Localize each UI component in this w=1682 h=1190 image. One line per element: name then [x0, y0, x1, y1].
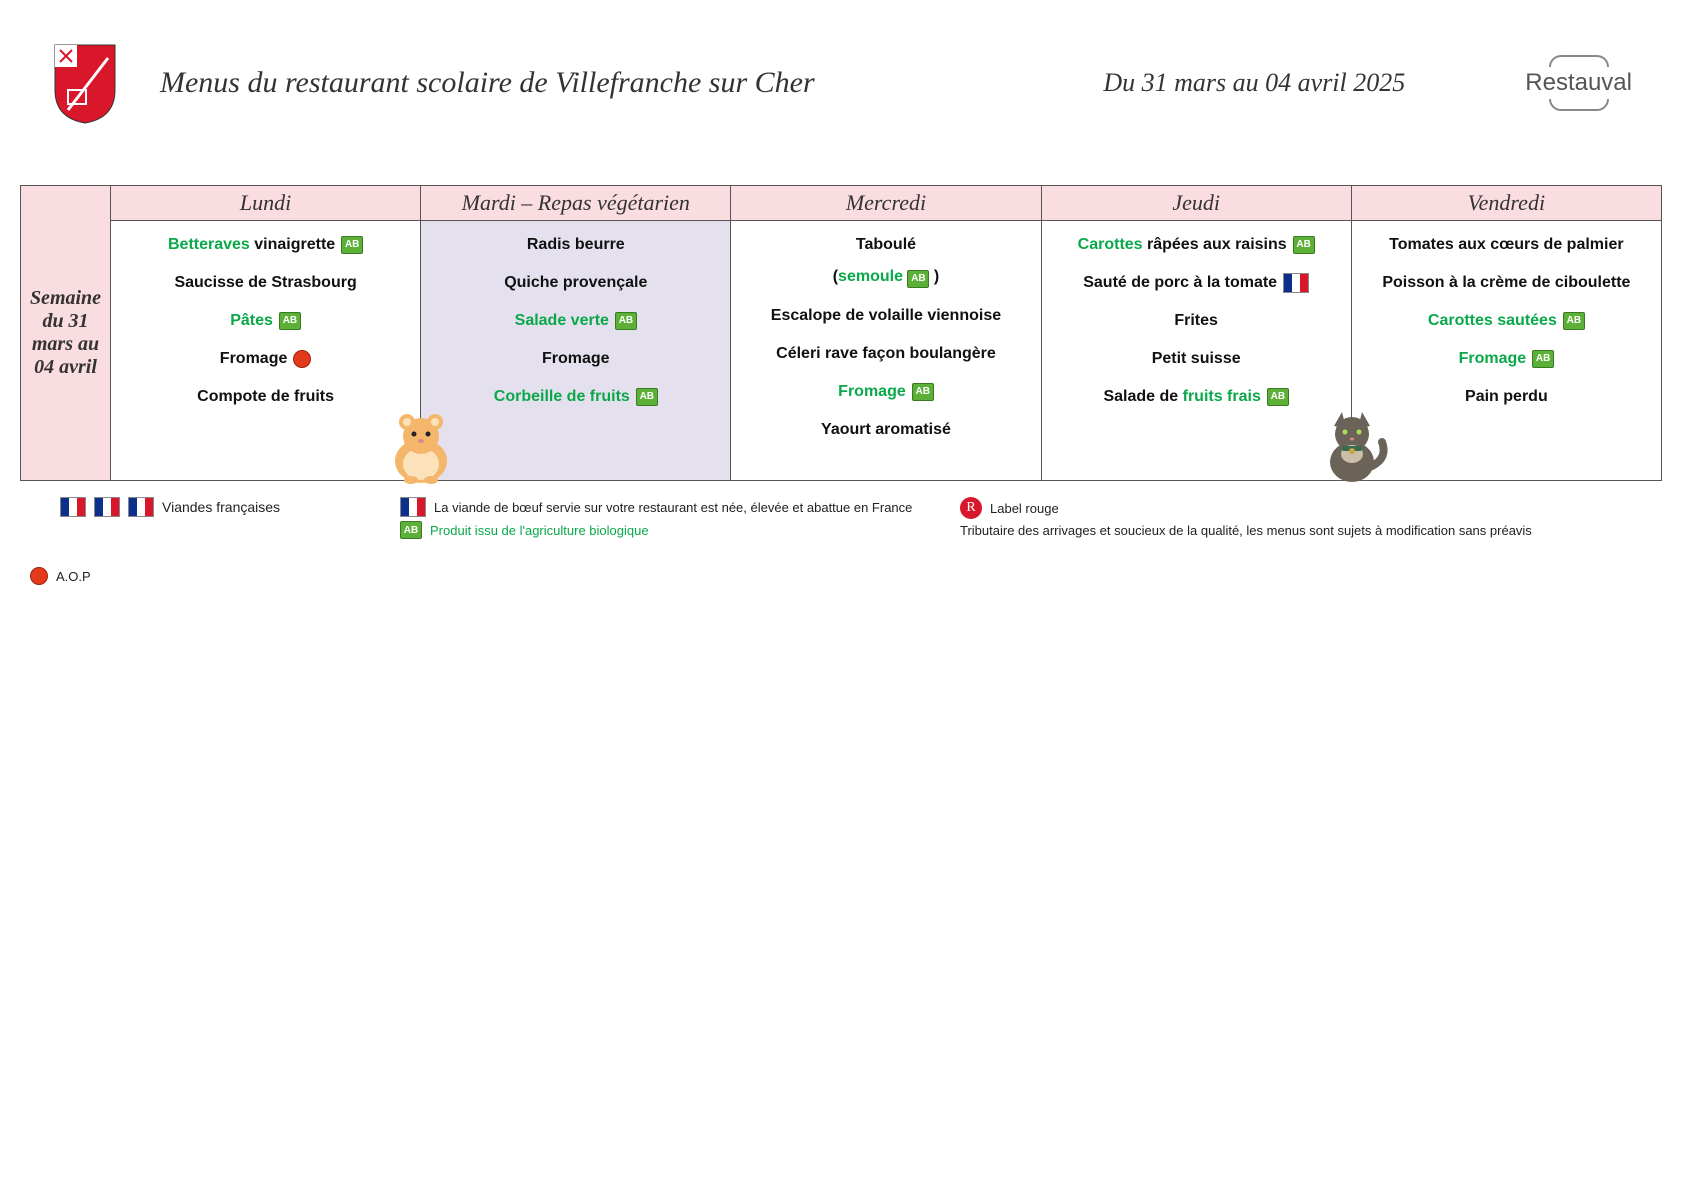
legend-aop-text: A.O.P — [56, 569, 91, 584]
day-head-jeudi: Jeudi — [1041, 186, 1351, 221]
menu-item: Escalope de volaille viennoise — [739, 306, 1032, 326]
menu-item: Céleri rave façon boulangère — [739, 344, 1032, 364]
header: Menus du restaurant scolaire de Villefra… — [20, 40, 1662, 185]
legend-beef: La viande de bœuf servie sur votre resta… — [400, 497, 920, 517]
france-icon — [94, 497, 120, 517]
menu-item: Carottes sautéesAB — [1360, 311, 1653, 331]
ab-icon: AB — [400, 521, 422, 539]
legend-bio-text: Produit issu de l'agriculture biologique — [430, 523, 649, 538]
aop-icon — [30, 567, 48, 585]
menu-item: Sauté de porc à la tomate — [1050, 273, 1343, 293]
menu-item: Corbeille de fruitsAB — [429, 387, 722, 407]
day-head-mardi: Mardi – Repas végétarien — [421, 186, 731, 221]
brand-logo: Restauval — [1525, 55, 1632, 111]
menu-item: Frites — [1050, 311, 1343, 331]
page: Menus du restaurant scolaire de Villefra… — [0, 0, 1682, 629]
ab-icon: AB — [1563, 312, 1585, 330]
week-label: Semaine du 31 mars au 04 avril — [21, 186, 111, 481]
cell-vendredi: Tomates aux cœurs de palmier Poisson à la… — [1351, 221, 1661, 481]
cat-icon — [1312, 406, 1392, 486]
france-icon — [60, 497, 86, 517]
menu-item: Poisson à la crème de ciboulette — [1360, 273, 1653, 293]
menu-item: Tomates aux cœurs de palmier — [1360, 235, 1653, 255]
date-range: Du 31 mars au 04 avril 2025 — [1103, 68, 1405, 98]
legend-col-2: La viande de bœuf servie sur votre resta… — [400, 493, 920, 543]
ab-icon: AB — [1293, 236, 1315, 254]
legend-disclaimer: Tributaire des arrivages et soucieux de … — [960, 523, 1622, 538]
cell-mardi: Radis beurre Quiche provençale Salade vert… — [421, 221, 731, 481]
cell-jeudi: Carottes râpées aux raisinsAB Sauté de po… — [1041, 221, 1351, 481]
france-icon — [1283, 273, 1309, 293]
menu-item: Yaourt aromatisé — [739, 420, 1032, 440]
day-head-lundi: Lundi — [111, 186, 421, 221]
legend-disclaimer-text: Tributaire des arrivages et soucieux de … — [960, 523, 1532, 538]
table-body-row: Betteraves vinaigretteAB Saucisse de Stra… — [21, 221, 1662, 481]
ab-icon: AB — [912, 383, 934, 401]
legend: Viandes françaises La viande de bœuf ser… — [20, 493, 1662, 543]
menu-item: Pain perdu — [1360, 387, 1653, 407]
menu-item: Quiche provençale — [429, 273, 722, 293]
ab-icon: AB — [907, 270, 929, 288]
legend-aop: A.O.P — [20, 563, 1662, 589]
table-header-row: Semaine du 31 mars au 04 avril Lundi Mar… — [21, 186, 1662, 221]
aop-icon — [293, 350, 311, 368]
menu-item: Carottes râpées aux raisinsAB — [1050, 235, 1343, 255]
day-head-vendredi: Vendredi — [1351, 186, 1661, 221]
legend-col-3: R Label rouge Tributaire des arrivages e… — [960, 493, 1622, 543]
menu-item: Salade verteAB — [429, 311, 722, 331]
ab-icon: AB — [615, 312, 637, 330]
legend-viandes: Viandes françaises — [60, 497, 360, 517]
menu-item: Petit suisse — [1050, 349, 1343, 369]
hamster-icon — [381, 406, 461, 486]
label-rouge-icon: R — [960, 497, 982, 519]
page-title: Menus du restaurant scolaire de Villefra… — [160, 66, 1063, 100]
crest-icon — [50, 40, 120, 125]
cell-mercredi: Taboulé(semoule AB ) Escalope de volaille… — [731, 221, 1041, 481]
ab-icon: AB — [1532, 350, 1554, 368]
ab-icon: AB — [1267, 388, 1289, 406]
menu-item: FromageAB — [739, 382, 1032, 402]
legend-viandes-text: Viandes françaises — [162, 499, 280, 515]
menu-item: Taboulé(semoule AB ) — [739, 235, 1032, 288]
day-head-mercredi: Mercredi — [731, 186, 1041, 221]
legend-beef-text: La viande de bœuf servie sur votre resta… — [434, 500, 912, 515]
legend-lr-text: Label rouge — [990, 501, 1059, 516]
menu-item: Compote de fruits — [119, 387, 412, 407]
menu-item: FromageAB — [1360, 349, 1653, 369]
menu-item: Saucisse de Strasbourg — [119, 273, 412, 293]
menu-item: Betteraves vinaigretteAB — [119, 235, 412, 255]
ab-icon: AB — [636, 388, 658, 406]
ab-icon: AB — [279, 312, 301, 330]
legend-label-rouge: R Label rouge — [960, 497, 1622, 519]
brand-text: Restauval — [1525, 69, 1632, 97]
legend-bio: AB Produit issu de l'agriculture biologi… — [400, 521, 920, 539]
menu-item: Fromage — [429, 349, 722, 369]
menu-item: Fromage — [119, 349, 412, 369]
menu-item: Radis beurre — [429, 235, 722, 255]
menu-item: PâtesAB — [119, 311, 412, 331]
cell-lundi: Betteraves vinaigretteAB Saucisse de Stra… — [111, 221, 421, 481]
legend-col-1: Viandes françaises — [60, 493, 360, 543]
france-icon — [128, 497, 154, 517]
ab-icon: AB — [341, 236, 363, 254]
menu-table: Semaine du 31 mars au 04 avril Lundi Mar… — [20, 185, 1662, 481]
menu-item: Salade de fruits fraisAB — [1050, 387, 1343, 407]
france-icon — [400, 497, 426, 517]
